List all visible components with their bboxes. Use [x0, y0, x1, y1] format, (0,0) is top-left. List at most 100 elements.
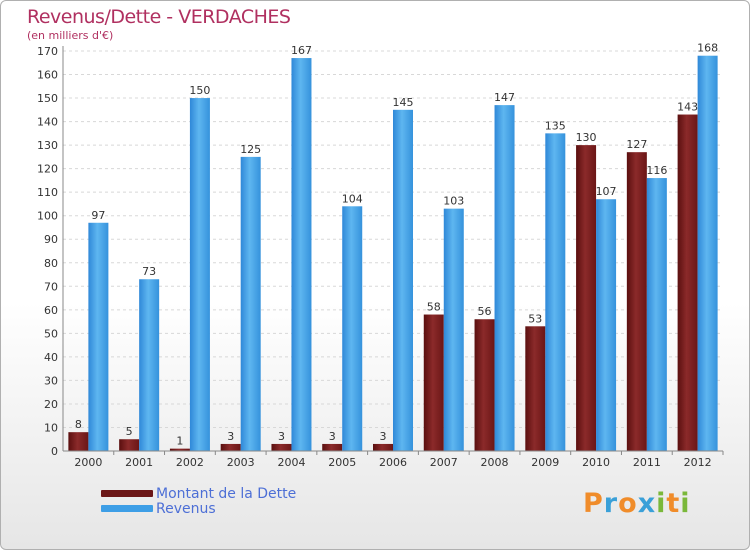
y-tick-label: 140: [37, 116, 58, 129]
bar-dette-2011: [626, 152, 647, 452]
data-label-bar-revenus: 116: [646, 164, 667, 177]
data-label-bar-revenus: 145: [393, 96, 414, 109]
bar-revenus-2006: [393, 109, 413, 451]
x-tick-label: 2008: [481, 456, 509, 469]
bar-dette-2005: [322, 443, 343, 451]
x-tick-label: 2007: [430, 456, 458, 469]
y-tick-label: 90: [44, 233, 58, 246]
x-tick-label: 2009: [531, 456, 559, 469]
data-label-bar-revenus: 97: [91, 209, 105, 222]
chart-subtitle: (en milliers d'€): [27, 29, 114, 42]
x-tick-label: 2005: [328, 456, 356, 469]
data-label-bar-dette: 3: [380, 430, 387, 443]
data-label-bar-dette: 143: [677, 101, 698, 114]
bar-dette-2010: [576, 145, 597, 451]
bar-dette-2008: [474, 319, 495, 451]
x-tick-label: 2010: [582, 456, 610, 469]
y-tick-label: 0: [51, 445, 58, 458]
y-tick-label: 160: [37, 69, 58, 82]
bar-dette-2000: [68, 432, 89, 451]
bar-revenus-2001: [139, 279, 160, 451]
data-label-bar-revenus: 107: [596, 185, 617, 198]
legend-label-revenus: Revenus: [156, 501, 216, 517]
bar-revenus-2002: [189, 98, 210, 451]
data-label-bar-revenus: 73: [142, 265, 156, 278]
y-tick-label: 70: [44, 280, 58, 293]
legend-label-dette: Montant de la Dette: [156, 486, 297, 502]
x-tick-label: 2000: [74, 456, 102, 469]
y-tick-label: 40: [44, 351, 58, 364]
bar-revenus-2011: [646, 178, 667, 451]
logo-letter: i: [656, 488, 667, 519]
proxiti-logo: Proxiti: [583, 488, 691, 519]
data-label-bar-dette: 8: [75, 418, 82, 431]
data-label-bar-revenus: 168: [697, 42, 718, 55]
bar-dette-2004: [271, 443, 292, 451]
data-label-bar-dette: 130: [576, 131, 597, 144]
x-tick-label: 2006: [379, 456, 407, 469]
y-tick-label: 20: [44, 398, 58, 411]
bar-revenus-2000: [88, 222, 109, 451]
y-tick-label: 150: [37, 92, 58, 105]
x-tick-label: 2011: [633, 456, 661, 469]
data-label-bar-dette: 127: [626, 138, 647, 151]
bar-revenus-2010: [596, 199, 617, 451]
data-label-bar-dette: 3: [278, 430, 285, 443]
logo-letter: x: [637, 488, 657, 519]
data-label-bar-dette: 3: [329, 430, 336, 443]
axes: 0 10 20 30 40 50 60 70 80 90 100 110 120 130 140 150 160…: [37, 45, 724, 469]
bar-dette-2006: [373, 443, 393, 451]
bar-dette-2012: [677, 114, 698, 451]
y-tick-label: 30: [44, 374, 58, 387]
y-tick-label: 80: [44, 257, 58, 270]
data-label-bar-dette: 58: [427, 301, 441, 314]
data-label-bar-revenus: 125: [240, 143, 261, 156]
y-tick-label: 120: [37, 163, 58, 176]
y-tick-label: 110: [37, 186, 58, 199]
bar-revenus-2007: [443, 208, 464, 451]
x-tick-label: 2004: [277, 456, 305, 469]
data-label-bar-revenus: 103: [443, 195, 464, 208]
logo-letter: r: [603, 488, 619, 519]
logo-letter: i: [680, 488, 691, 519]
bar-dette-2001: [119, 439, 140, 451]
y-tick-label: 100: [37, 210, 58, 223]
data-label-bar-revenus: 167: [291, 44, 312, 57]
data-label-bar-dette: 5: [126, 425, 133, 438]
data-label-bar-revenus: 147: [494, 91, 515, 104]
data-label-bar-revenus: 104: [342, 192, 363, 205]
x-tick-label: 2003: [227, 456, 255, 469]
data-label-bar-dette: 56: [478, 305, 492, 318]
bars: 8 97 5 73 1 150 3 125 3 167 3 104 3 145 58 103 56 147 53 13…: [68, 42, 718, 452]
bar-dette-2007: [423, 314, 444, 451]
x-tick-label: 2002: [176, 456, 204, 469]
y-tick-label: 130: [37, 139, 58, 152]
chart-title: Revenus/Dette - VERDACHES: [27, 6, 291, 28]
data-label-bar-dette: 53: [528, 312, 542, 325]
data-label-bar-dette: 3: [227, 430, 234, 443]
logo-letter: t: [666, 488, 681, 519]
bar-revenus-2005: [342, 206, 363, 451]
y-tick-label: 60: [44, 304, 58, 317]
legend-swatch-dette: [101, 490, 153, 497]
x-tick-label: 2012: [684, 456, 712, 469]
y-tick-label: 170: [37, 45, 58, 58]
bar-revenus-2004: [291, 58, 312, 451]
data-label-bar-revenus: 135: [545, 119, 566, 132]
bar-revenus-2003: [240, 156, 261, 451]
data-label-bar-revenus: 150: [189, 84, 210, 97]
bar-revenus-2008: [494, 105, 515, 451]
logo-letter: o: [618, 488, 638, 519]
y-tick-label: 10: [44, 421, 58, 434]
y-tick-label: 50: [44, 327, 58, 340]
bar-revenus-2012: [697, 55, 718, 452]
bar-revenus-2009: [545, 133, 566, 451]
legend-swatch-revenus: [101, 505, 153, 512]
x-tick-label: 2001: [125, 456, 153, 469]
bar-dette-2002: [169, 448, 190, 451]
bar-dette-2009: [525, 326, 546, 451]
bar-dette-2003: [220, 443, 241, 451]
logo-letter: P: [583, 488, 604, 519]
